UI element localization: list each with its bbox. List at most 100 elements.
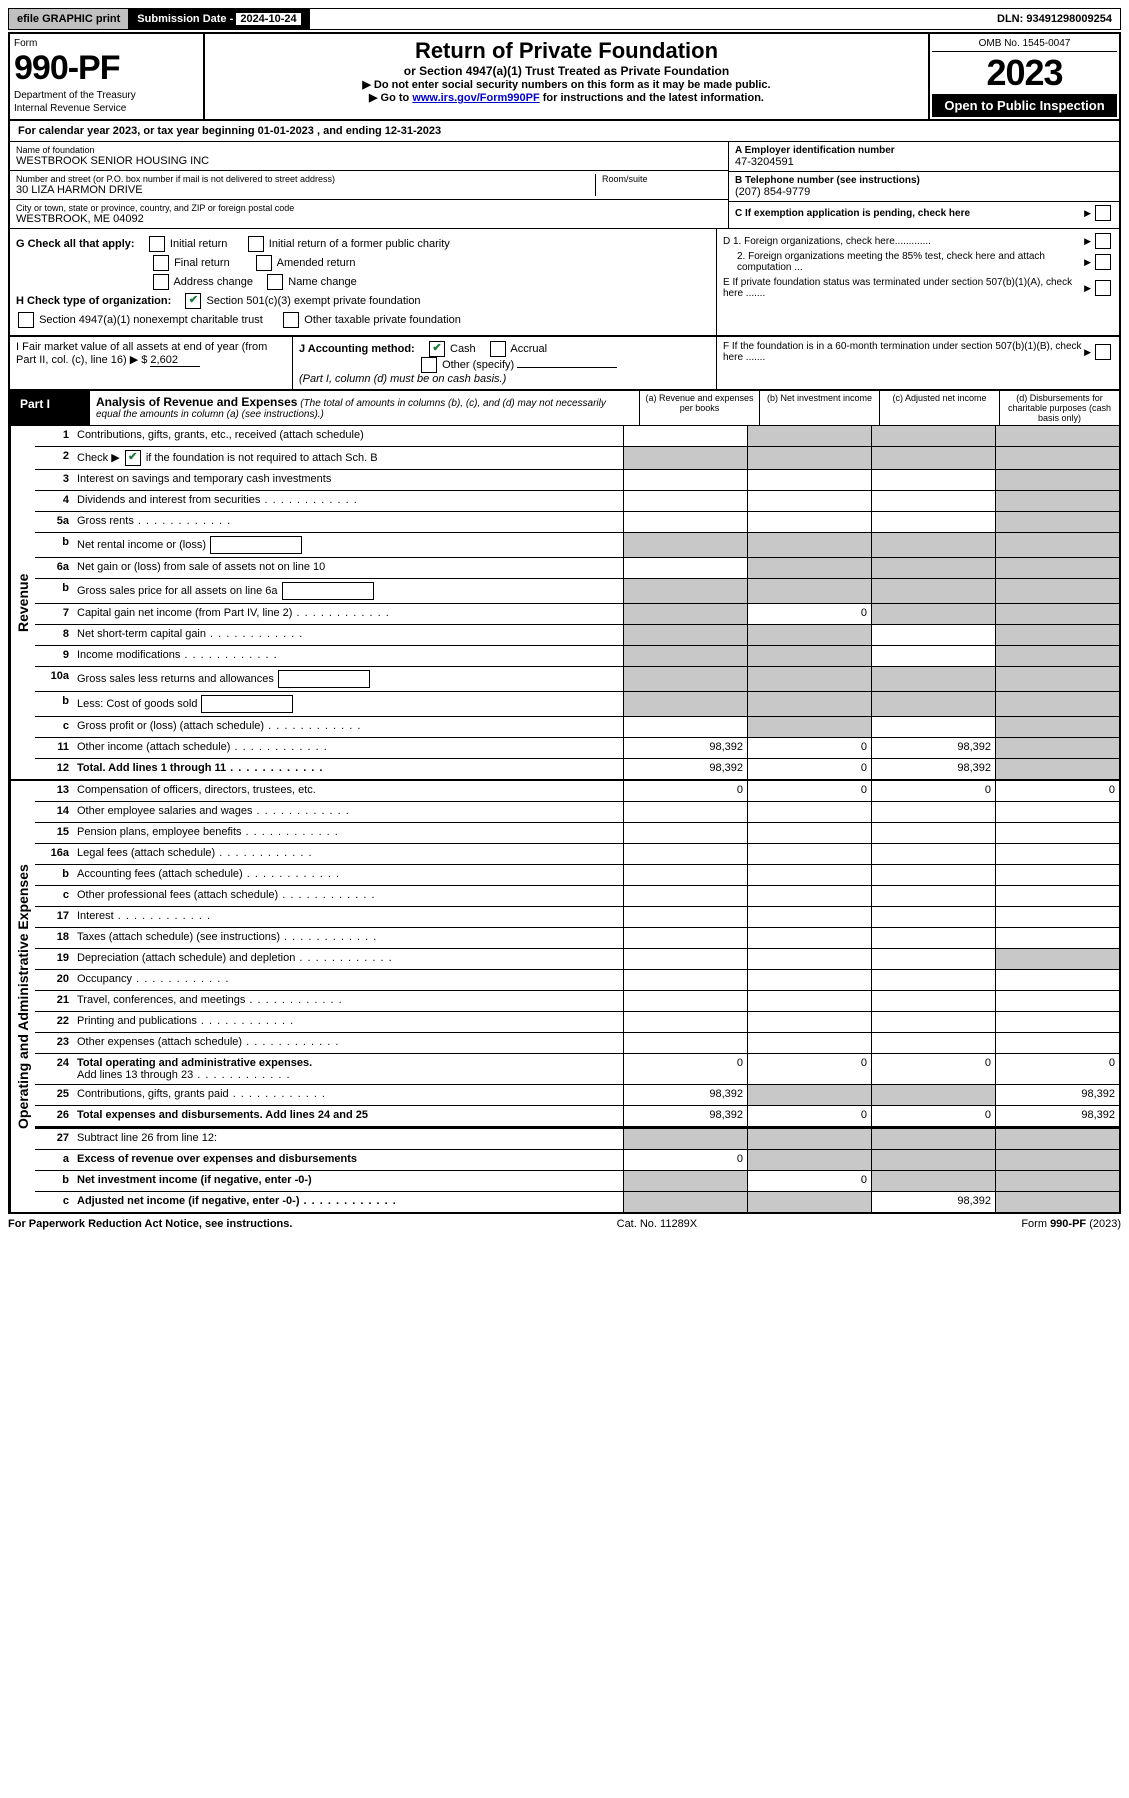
line-18: Taxes (attach schedule) (see instruction… — [73, 928, 623, 948]
line-20: Occupancy — [73, 970, 623, 990]
entity-right: A Employer identification number 47-3204… — [728, 142, 1119, 228]
val-7b: 0 — [747, 604, 871, 624]
line-21: Travel, conferences, and meetings — [73, 991, 623, 1011]
expenses-side-label: Operating and Administrative Expenses — [10, 781, 35, 1212]
schb-checkbox[interactable] — [125, 450, 141, 466]
val-25d: 98,392 — [995, 1085, 1119, 1105]
j-section: J Accounting method: Cash Accrual Other … — [293, 337, 716, 389]
line-no: 25 — [35, 1085, 73, 1105]
g-section: G Check all that apply: Initial return I… — [10, 229, 716, 335]
val-13a: 0 — [623, 781, 747, 801]
amended-return-checkbox[interactable] — [256, 255, 272, 271]
amended-return: Amended return — [277, 257, 356, 269]
line-14: Other employee salaries and wages — [73, 802, 623, 822]
d2-label: 2. Foreign organizations meeting the 85%… — [723, 251, 1084, 273]
val-11c: 98,392 — [871, 738, 995, 758]
line-no: 23 — [35, 1033, 73, 1053]
ij-block: I Fair market value of all assets at end… — [8, 337, 1121, 391]
part1-title: Analysis of Revenue and Expenses — [96, 395, 297, 409]
entity-info: Name of foundation WESTBROOK SENIOR HOUS… — [8, 142, 1121, 229]
dln: DLN: 93491298009254 — [989, 9, 1120, 29]
exemption-checkbox[interactable] — [1095, 205, 1111, 221]
initial-return-checkbox[interactable] — [149, 236, 165, 252]
val-13d: 0 — [995, 781, 1119, 801]
arrow-icon — [1084, 236, 1093, 247]
line-no: 26 — [35, 1106, 73, 1126]
exemption-label: C If exemption application is pending, c… — [735, 208, 1084, 219]
initial-former-checkbox[interactable] — [248, 236, 264, 252]
line-no: 17 — [35, 907, 73, 927]
line-no: 20 — [35, 970, 73, 990]
g-label: G Check all that apply: — [16, 238, 135, 250]
page-footer: For Paperwork Reduction Act Notice, see … — [8, 1214, 1121, 1234]
line-no: 10a — [35, 667, 73, 691]
revenue-side-label: Revenue — [10, 426, 35, 779]
note2-pre: ▶ Go to — [369, 92, 412, 104]
city-state-zip: WESTBROOK, ME 04092 — [16, 213, 722, 225]
501c3-label: Section 501(c)(3) exempt private foundat… — [207, 295, 421, 307]
line-10b: Less: Cost of goods sold — [73, 692, 623, 716]
sub-date-value: 2024-10-24 — [236, 13, 300, 25]
final-return-checkbox[interactable] — [153, 255, 169, 271]
d2-checkbox[interactable] — [1095, 254, 1111, 270]
ein-label: A Employer identification number — [735, 145, 1113, 156]
other-method-checkbox[interactable] — [421, 357, 437, 373]
address-change: Address change — [173, 276, 253, 288]
col-b-header: (b) Net investment income — [759, 391, 879, 425]
501c3-checkbox[interactable] — [185, 293, 201, 309]
addr-label: Number and street (or P.O. box number if… — [16, 174, 595, 184]
line-19: Depreciation (attach schedule) and deple… — [73, 949, 623, 969]
submission-date-label: Submission Date - 2024-10-24 — [129, 9, 309, 29]
line-no: c — [35, 886, 73, 906]
line-8: Net short-term capital gain — [73, 625, 623, 645]
4947-checkbox[interactable] — [18, 312, 34, 328]
val-11b: 0 — [747, 738, 871, 758]
line-no: 18 — [35, 928, 73, 948]
name-change: Name change — [288, 276, 357, 288]
other-taxable-checkbox[interactable] — [283, 312, 299, 328]
address-change-checkbox[interactable] — [153, 274, 169, 290]
gh-block: G Check all that apply: Initial return I… — [8, 229, 1121, 337]
ein-value: 47-3204591 — [735, 156, 1113, 168]
d1-checkbox[interactable] — [1095, 233, 1111, 249]
line-13: Compensation of officers, directors, tru… — [73, 781, 623, 801]
cash-checkbox[interactable] — [429, 341, 445, 357]
form990pf-link[interactable]: www.irs.gov/Form990PF — [412, 92, 539, 104]
arrow-icon — [1084, 208, 1093, 219]
i-section: I Fair market value of all assets at end… — [10, 337, 293, 389]
e-checkbox[interactable] — [1095, 280, 1111, 296]
line-no: b — [35, 1171, 73, 1191]
line-no: 19 — [35, 949, 73, 969]
j-note: (Part I, column (d) must be on cash basi… — [299, 373, 506, 385]
val-13b: 0 — [747, 781, 871, 801]
line-16c: Other professional fees (attach schedule… — [73, 886, 623, 906]
line-no: 8 — [35, 625, 73, 645]
line-no: 2 — [35, 447, 73, 469]
f-checkbox[interactable] — [1095, 344, 1111, 360]
line-1: Contributions, gifts, grants, etc., rece… — [73, 426, 623, 446]
city-row: City or town, state or province, country… — [10, 200, 728, 228]
inline-box — [278, 670, 370, 688]
line-no: 12 — [35, 759, 73, 779]
part1-header: Part I Analysis of Revenue and Expenses … — [8, 391, 1121, 426]
val-11a: 98,392 — [623, 738, 747, 758]
cash-label: Cash — [450, 343, 476, 355]
room-label: Room/suite — [602, 174, 722, 184]
line-no: 27 — [35, 1129, 73, 1149]
efile-print-button[interactable]: efile GRAPHIC print — [9, 9, 129, 29]
f-section: F If the foundation is in a 60-month ter… — [716, 337, 1119, 389]
line-23: Other expenses (attach schedule) — [73, 1033, 623, 1053]
accrual-checkbox[interactable] — [490, 341, 506, 357]
4947-label: Section 4947(a)(1) nonexempt charitable … — [39, 314, 263, 326]
val-13c: 0 — [871, 781, 995, 801]
line-no: 21 — [35, 991, 73, 1011]
name-change-checkbox[interactable] — [267, 274, 283, 290]
final-return: Final return — [174, 257, 230, 269]
other-specify-line — [517, 367, 617, 368]
line-3: Interest on savings and temporary cash i… — [73, 470, 623, 490]
line-7: Capital gain net income (from Part IV, l… — [73, 604, 623, 624]
line-6b: Gross sales price for all assets on line… — [73, 579, 623, 603]
exemption-row: C If exemption application is pending, c… — [729, 202, 1119, 224]
street-address: 30 LIZA HARMON DRIVE — [16, 184, 595, 196]
form-title: Return of Private Foundation — [209, 38, 924, 64]
